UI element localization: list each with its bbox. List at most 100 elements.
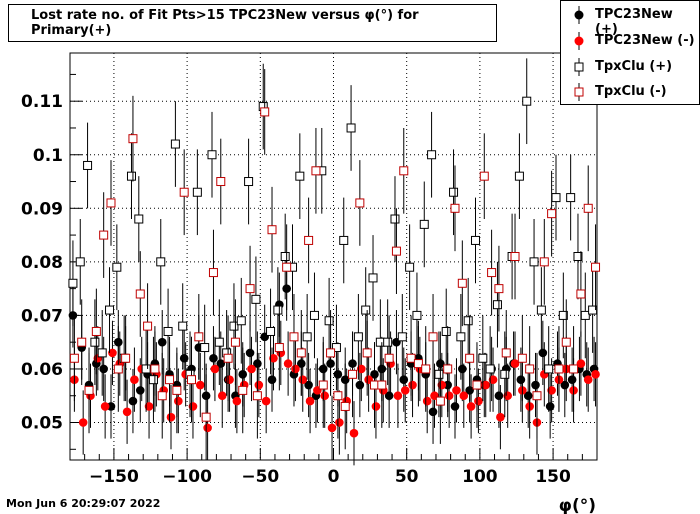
data-point — [547, 386, 556, 395]
chart-title: Lost rate no. of Fit Pts>15 TPC23New ver… — [31, 8, 419, 38]
data-point — [99, 364, 108, 374]
timestamp: Mon Jun 6 20:29:07 2022 — [6, 497, 161, 510]
x-tick-label: −100 — [162, 467, 212, 487]
data-point — [150, 364, 160, 374]
data-point — [305, 396, 315, 406]
data-point — [207, 150, 217, 160]
data-point — [327, 423, 337, 433]
data-point — [266, 326, 276, 336]
legend-label: TpxClu (+) — [595, 59, 673, 74]
data-point — [510, 252, 520, 261]
data-point — [456, 332, 466, 342]
data-point — [474, 396, 483, 406]
data-point — [97, 348, 107, 358]
data-point — [485, 364, 495, 374]
data-point — [421, 364, 431, 374]
data-point — [472, 380, 482, 390]
data-point — [122, 407, 132, 417]
data-point — [201, 412, 211, 422]
data-point — [566, 193, 576, 203]
data-point — [229, 321, 239, 331]
data-point — [444, 391, 454, 401]
data-point — [282, 262, 292, 272]
data-point — [75, 257, 85, 267]
data-point — [393, 391, 403, 401]
data-point — [331, 343, 341, 353]
data-point — [383, 337, 393, 347]
data-point — [591, 370, 600, 379]
y-tick-label: 0.1 — [33, 146, 63, 166]
data-point — [83, 160, 93, 170]
data-point — [441, 326, 451, 336]
data-point — [428, 332, 438, 342]
data-point — [143, 321, 153, 331]
y-tick-label: 0.09 — [21, 199, 63, 219]
legend-item-tpxclu-plus: TpxClu (+) — [561, 55, 699, 79]
data-point — [165, 375, 175, 385]
series-3 — [69, 69, 601, 460]
data-point — [304, 235, 314, 245]
data-point — [230, 337, 240, 347]
data-point — [369, 380, 379, 390]
legend-label: TPC23New (-) — [595, 33, 695, 48]
data-point — [355, 198, 365, 208]
data-point — [179, 187, 189, 197]
data-point — [179, 353, 189, 363]
data-point — [525, 364, 535, 374]
data-point — [208, 268, 218, 278]
data-point — [260, 107, 270, 117]
data-point — [187, 375, 197, 385]
data-point — [357, 364, 366, 374]
data-point — [166, 412, 176, 422]
data-point — [558, 310, 568, 320]
legend-item-tpc23new-plus: TPC23New (+) — [561, 3, 699, 37]
data-point — [580, 310, 590, 320]
x-tick-label: −150 — [89, 467, 139, 487]
data-point — [216, 359, 226, 368]
data-point — [532, 391, 542, 401]
data-point — [457, 278, 467, 288]
y-tick-label: 0.11 — [21, 92, 63, 112]
data-point — [529, 257, 539, 267]
data-point — [309, 310, 319, 320]
data-point — [494, 391, 504, 401]
data-point — [269, 353, 278, 363]
chart-title-box: Lost rate no. of Fit Pts>15 TPC23New ver… — [8, 4, 497, 42]
data-point — [335, 418, 344, 427]
data-point — [545, 402, 555, 411]
data-point — [280, 252, 290, 261]
data-point — [273, 305, 283, 315]
data-point — [514, 171, 524, 181]
data-point — [443, 364, 453, 374]
data-point — [291, 364, 300, 374]
series-2 — [68, 58, 598, 423]
data-point — [135, 386, 145, 395]
data-point — [214, 337, 224, 347]
data-point — [576, 359, 586, 368]
data-point — [172, 385, 182, 395]
legend-item-tpxclu-minus: TpxClu (-) — [561, 80, 699, 104]
data-point — [68, 278, 78, 288]
data-point — [413, 359, 423, 369]
x-tick-label: 100 — [462, 467, 498, 487]
data-point — [449, 187, 459, 197]
data-points — [68, 58, 601, 466]
data-point — [487, 268, 497, 278]
data-point — [390, 214, 400, 224]
data-point — [156, 257, 166, 267]
data-point — [368, 273, 378, 283]
data-point — [353, 332, 363, 342]
data-point — [203, 423, 212, 433]
data-point — [375, 337, 385, 347]
data-point — [419, 219, 429, 229]
data-point — [135, 289, 145, 299]
data-point — [399, 166, 409, 176]
data-point — [113, 364, 123, 374]
data-point — [427, 150, 437, 160]
data-point — [399, 375, 409, 384]
data-point — [195, 380, 205, 390]
data-point — [157, 337, 167, 347]
data-point — [128, 396, 138, 406]
legend-label: TPC23New (+) — [595, 7, 673, 37]
data-point — [108, 348, 117, 358]
